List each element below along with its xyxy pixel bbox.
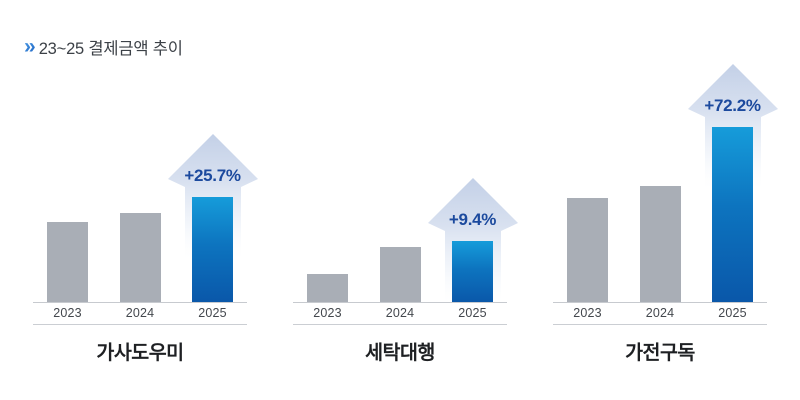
year-tick-2024: 2024 — [385, 306, 415, 320]
divider-line — [553, 323, 767, 325]
bar-2024 — [379, 247, 421, 303]
chart-group-housekeeping: +25.7% 2023 2024 2025 가사도우미 — [33, 0, 258, 400]
bar-2025-highlight — [192, 197, 233, 303]
year-tick-2024: 2024 — [125, 306, 155, 320]
bar-2023 — [47, 222, 88, 303]
growth-badge: +9.4% — [448, 210, 497, 229]
bar-2024 — [119, 213, 161, 303]
year-tick-2025: 2025 — [198, 306, 227, 320]
category-label: 세탁대행 — [365, 342, 435, 364]
divider-line — [293, 323, 507, 325]
bar-2023 — [567, 198, 608, 303]
year-tick-2025: 2025 — [718, 306, 747, 320]
year-tick-2023: 2023 — [573, 306, 602, 320]
year-tick-2024: 2024 — [645, 306, 675, 320]
bar-2025-highlight — [712, 127, 753, 303]
growth-badge: +25.7% — [184, 166, 241, 185]
chart-group-laundry: +9.4% 2023 2024 2025 세탁대행 — [293, 0, 518, 400]
axis-baseline — [33, 302, 247, 304]
page-title: 23~25 결제금액 추이 — [38, 40, 183, 58]
chart-title: » 23~25 결제금액 추이 — [24, 35, 183, 59]
category-label: 가사도우미 — [96, 342, 184, 364]
year-tick-2023: 2023 — [313, 306, 342, 320]
divider-line — [33, 323, 247, 325]
category-label: 가전구독 — [625, 342, 695, 364]
axis-baseline — [293, 302, 507, 304]
year-tick-2023: 2023 — [53, 306, 82, 320]
plot-area: +9.4% — [293, 0, 518, 303]
growth-badge: +72.2% — [704, 96, 761, 115]
bar-2025-highlight — [452, 241, 493, 303]
bar-2023 — [307, 274, 348, 303]
axis-baseline — [553, 302, 767, 304]
year-tick-2025: 2025 — [458, 306, 487, 320]
double-chevron-icon: » — [24, 35, 36, 58]
plot-area: +25.7% — [33, 0, 258, 303]
plot-area: +72.2% — [553, 0, 778, 303]
bar-2024 — [639, 186, 681, 303]
chart-group-appliance-subscription: +72.2% 2023 2024 2025 가전구독 — [553, 0, 778, 400]
